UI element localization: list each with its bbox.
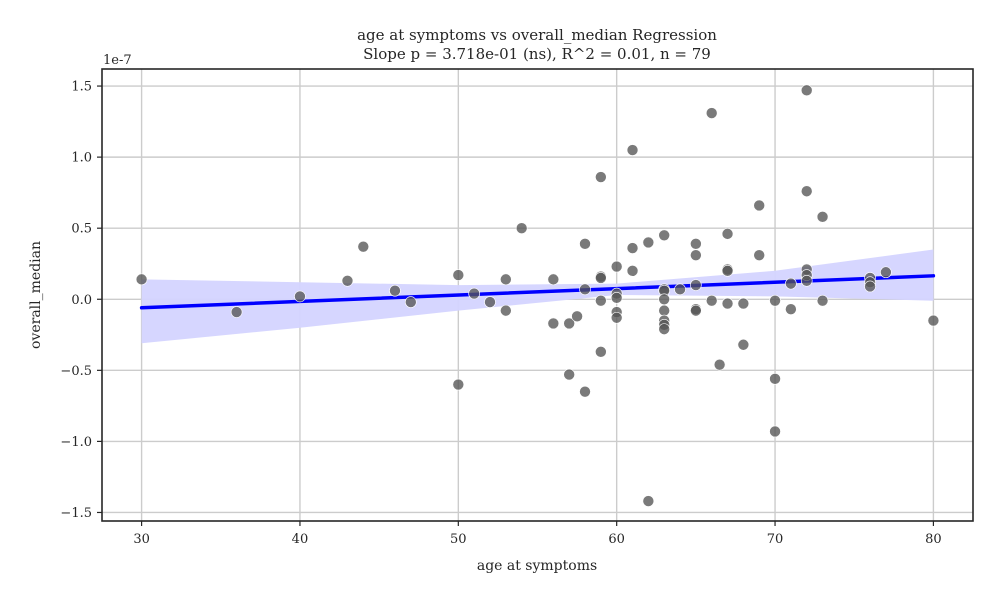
- data-point: [610, 260, 623, 273]
- x-axis-label: age at symptoms: [477, 558, 597, 574]
- data-point: [626, 242, 639, 254]
- data-point: [579, 238, 591, 250]
- x-tick-label: 30: [133, 532, 150, 547]
- confidence-band-layer: [141, 249, 934, 344]
- data-point: [547, 273, 560, 286]
- plot-frame: [101, 68, 974, 522]
- chart-subtitle: Slope p = 3.718e-01 (ns), R^2 = 0.01, n …: [363, 45, 711, 63]
- data-point: [769, 425, 781, 438]
- data-point: [579, 283, 591, 296]
- data-point: [405, 296, 417, 308]
- data-point: [705, 107, 718, 119]
- data-point: [816, 211, 829, 223]
- data-point: [658, 304, 670, 317]
- data-point: [753, 199, 766, 212]
- data-point: [690, 249, 702, 262]
- y-axis-label: overall_median: [28, 241, 44, 349]
- data-point: [595, 171, 607, 183]
- data-point: [769, 294, 781, 307]
- data-point: [674, 283, 686, 296]
- data-point: [135, 273, 148, 286]
- y-tick-label: 1.5: [71, 80, 92, 95]
- x-tick-label: 60: [608, 532, 625, 547]
- data-point: [547, 317, 560, 330]
- data-point: [753, 249, 766, 262]
- y-tick-label: 0.5: [71, 222, 92, 237]
- data-point: [658, 293, 670, 306]
- x-axis-ticks: 30 40 50 60 70 80: [133, 521, 942, 547]
- data-point: [737, 297, 750, 310]
- data-point: [571, 310, 583, 323]
- data-point: [484, 296, 496, 308]
- y-tick-label: −0.5: [60, 364, 92, 379]
- y-axis-offset-label: 1e-7: [103, 53, 132, 68]
- data-point: [721, 228, 734, 240]
- data-point: [500, 304, 512, 317]
- chart-title: age at symptoms vs overall_median Regres…: [357, 26, 717, 44]
- data-point: [626, 265, 639, 277]
- data-point: [389, 284, 401, 297]
- data-point: [690, 304, 702, 317]
- data-point: [800, 185, 813, 198]
- data-point: [769, 373, 781, 385]
- data-point: [658, 323, 670, 335]
- data-point: [595, 294, 607, 307]
- y-tick-label: −1.5: [60, 506, 92, 521]
- data-point: [642, 236, 655, 249]
- data-point: [452, 378, 465, 391]
- data-point: [705, 294, 718, 307]
- data-point: [563, 317, 575, 330]
- data-point: [721, 297, 734, 310]
- data-point: [785, 303, 797, 316]
- x-tick-label: 50: [450, 532, 467, 547]
- data-point: [690, 279, 702, 291]
- data-point: [800, 274, 813, 287]
- data-point: [626, 144, 639, 156]
- data-point: [816, 294, 829, 307]
- data-point: [595, 346, 607, 358]
- data-point: [785, 277, 797, 290]
- data-point: [468, 287, 480, 300]
- data-point: [230, 306, 243, 318]
- data-point: [658, 229, 670, 242]
- data-points: [135, 84, 940, 507]
- data-point: [737, 338, 750, 351]
- data-point: [610, 311, 623, 324]
- data-point: [579, 385, 591, 398]
- y-tick-label: 1.0: [71, 151, 92, 166]
- x-tick-label: 80: [925, 532, 942, 547]
- data-point: [563, 368, 575, 381]
- data-point: [357, 240, 370, 253]
- data-point: [294, 290, 306, 303]
- data-point: [927, 314, 940, 327]
- data-point: [500, 273, 512, 286]
- data-point: [880, 266, 892, 279]
- data-point: [721, 265, 734, 277]
- data-point: [452, 269, 465, 281]
- confidence-band: [141, 249, 934, 344]
- data-point: [690, 238, 702, 250]
- y-tick-label: 0.0: [71, 293, 92, 308]
- data-point: [713, 358, 726, 371]
- x-tick-label: 40: [292, 532, 309, 547]
- data-point: [800, 84, 813, 97]
- y-axis-ticks: −1.5 −1.0 −0.5 0.0 0.5 1.0 1.5: [60, 80, 102, 521]
- data-point: [515, 222, 528, 234]
- data-point: [610, 292, 623, 304]
- data-point: [864, 280, 876, 293]
- data-point: [642, 495, 655, 507]
- data-point: [341, 274, 354, 287]
- y-tick-label: −1.0: [60, 435, 92, 450]
- x-tick-label: 70: [767, 532, 784, 547]
- data-point: [595, 272, 607, 284]
